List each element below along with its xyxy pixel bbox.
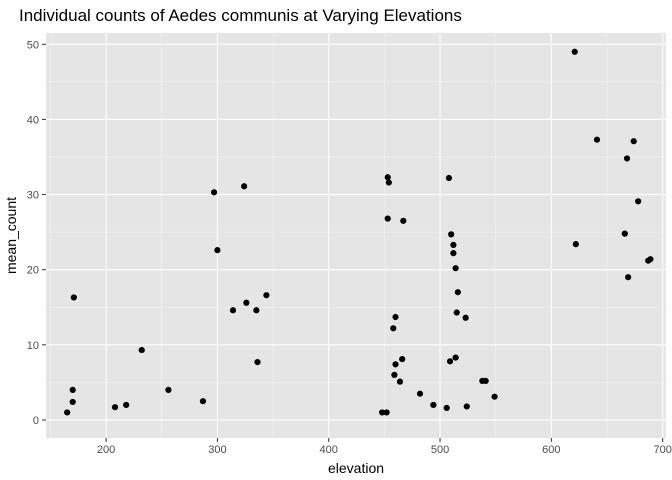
y-tick-label: 0 <box>33 415 39 427</box>
data-point <box>621 230 628 237</box>
data-point <box>229 307 237 314</box>
data-point <box>463 403 470 410</box>
data-point <box>384 215 391 222</box>
y-tick-label: 40 <box>27 114 39 126</box>
data-point <box>123 401 130 409</box>
data-point <box>396 378 404 385</box>
data-point <box>400 217 407 224</box>
x-tick-label: 700 <box>653 444 671 456</box>
data-point <box>111 404 119 411</box>
data-point <box>392 361 399 368</box>
data-point <box>69 386 76 394</box>
data-point <box>443 404 450 412</box>
grid-minor <box>46 33 666 438</box>
data-point <box>390 325 397 332</box>
data-point <box>448 231 455 238</box>
x-tick-label: 500 <box>431 444 449 456</box>
data-point <box>399 356 406 363</box>
plot-panel <box>46 33 666 438</box>
data-point <box>446 358 454 365</box>
data-point <box>379 409 386 416</box>
data-point <box>254 359 261 366</box>
data-point <box>383 409 390 416</box>
data-point <box>263 292 270 299</box>
x-tick-label: 600 <box>542 444 560 456</box>
data-point <box>572 241 579 248</box>
data-point <box>454 289 461 296</box>
data-point <box>430 401 437 409</box>
grid-major <box>46 33 666 438</box>
data-point <box>199 398 207 405</box>
data-point <box>391 371 398 378</box>
data-point <box>462 314 469 321</box>
data-point <box>630 138 637 145</box>
data-point <box>392 313 399 321</box>
data-point <box>450 241 457 248</box>
data-point <box>452 265 459 272</box>
data-point <box>482 377 489 384</box>
data-point <box>253 307 260 314</box>
data-point <box>214 247 221 254</box>
data-point <box>69 398 76 406</box>
data-point <box>593 136 601 143</box>
data-point <box>571 48 578 55</box>
data-point <box>625 274 632 281</box>
x-axis: 200 300 400 500 600 700 <box>97 438 672 456</box>
y-tick-label: 30 <box>27 190 39 202</box>
data-point <box>635 198 642 205</box>
data-point <box>416 390 424 397</box>
data-point <box>452 354 459 361</box>
x-axis-title: elevation <box>328 460 384 476</box>
chart-title: Individual counts of Aedes communis at V… <box>19 6 462 25</box>
data-point <box>243 299 250 306</box>
x-tick-label: 300 <box>208 444 226 456</box>
data-point <box>453 309 460 316</box>
y-tick-label: 10 <box>27 340 39 352</box>
data-point <box>241 183 248 190</box>
data-point <box>491 393 498 400</box>
data-point <box>210 189 218 196</box>
y-tick-label: 20 <box>27 265 39 277</box>
data-point <box>647 256 654 263</box>
x-tick-label: 400 <box>320 444 338 456</box>
data-point <box>384 174 391 181</box>
data-point <box>450 250 457 257</box>
y-axis-title: mean_count <box>3 197 19 274</box>
data-point <box>70 294 77 301</box>
data-point <box>445 174 453 182</box>
data-point <box>165 386 172 394</box>
x-tick-label: 200 <box>97 444 115 456</box>
data-point <box>138 346 145 354</box>
y-tick-label: 50 <box>27 39 39 51</box>
data-point <box>385 179 392 186</box>
data-point <box>64 409 71 416</box>
data-points <box>64 48 654 416</box>
data-point <box>623 155 631 162</box>
y-axis: 0 10 20 30 40 50 <box>27 39 46 427</box>
